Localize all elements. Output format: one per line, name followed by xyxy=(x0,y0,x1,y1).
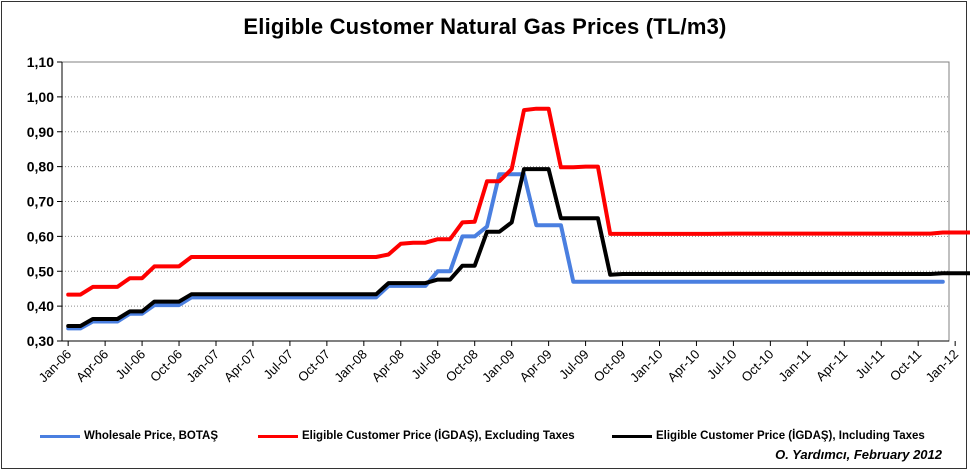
x-tick-label: Jul-06 xyxy=(113,347,149,383)
x-tick-label: Apr-09 xyxy=(517,347,555,385)
x-tick-label: Jul-11 xyxy=(852,347,887,382)
y-tick-label: 1,10 xyxy=(27,54,54,70)
x-tick-label: Jan-06 xyxy=(36,347,75,386)
author-credit: O. Yardımcı, February 2012 xyxy=(775,447,942,462)
x-tick-label: Apr-06 xyxy=(73,347,111,385)
x-tick-label: Jan-08 xyxy=(331,347,370,386)
x-tick-label: Jan-10 xyxy=(627,347,666,386)
x-tick-label: Apr-07 xyxy=(221,347,259,385)
series-lines xyxy=(66,106,970,331)
y-tick-label: 0,30 xyxy=(27,333,54,349)
legend-label-excluding-taxes: Eligible Customer Price (İGDAŞ), Excludi… xyxy=(302,430,575,442)
legend-item-excluding-taxes: Eligible Customer Price (İGDAŞ), Excludi… xyxy=(258,430,575,442)
y-tick-label: 0,80 xyxy=(27,159,54,175)
legend-swatch-including-taxes xyxy=(612,434,652,438)
legend: Wholesale Price, BOTAŞ Eligible Customer… xyxy=(0,430,970,448)
legend-swatch-excluding-taxes xyxy=(258,434,298,438)
x-tick-label: Jan-11 xyxy=(775,347,813,385)
legend-label-wholesale: Wholesale Price, BOTAŞ xyxy=(84,430,218,442)
y-axis-ticks: 0,30 0,40 0,50 0,60 0,70 0,80 0,90 1,00 1,10 xyxy=(27,54,62,349)
series-line-excluding-taxes xyxy=(66,106,970,297)
y-tick-label: 0,60 xyxy=(27,228,54,244)
gridlines xyxy=(62,96,949,307)
legend-label-including-taxes: Eligible Customer Price (İGDAŞ), Includi… xyxy=(656,430,925,442)
x-tick-label: Apr-11 xyxy=(813,347,851,385)
legend-swatch-wholesale xyxy=(40,434,80,438)
x-tick-label: Jul-10 xyxy=(704,347,740,383)
x-tick-label: Oct-11 xyxy=(887,347,925,385)
y-tick-label: 0,90 xyxy=(27,124,54,140)
x-tick-label: Jan-09 xyxy=(479,347,518,386)
x-tick-label: Oct-08 xyxy=(443,347,481,385)
legend-item-wholesale: Wholesale Price, BOTAŞ xyxy=(40,430,218,442)
x-tick-label: Jan-12 xyxy=(923,347,962,386)
y-tick-label: 0,70 xyxy=(27,194,54,210)
x-tick-label: Oct-10 xyxy=(738,347,776,385)
x-tick-label: Oct-07 xyxy=(295,347,333,385)
x-tick-label: Jul-07 xyxy=(260,347,296,383)
x-tick-label: Oct-09 xyxy=(590,347,628,385)
chart-title: Eligible Customer Natural Gas Prices (TL… xyxy=(243,14,727,39)
y-tick-label: 1,00 xyxy=(27,89,54,105)
x-tick-label: Jul-09 xyxy=(556,347,592,383)
x-tick-label: Apr-08 xyxy=(369,347,407,385)
x-tick-label: Oct-06 xyxy=(147,347,185,385)
x-tick-label: Jan-07 xyxy=(183,347,222,386)
line-chart: 0,30 0,40 0,50 0,60 0,70 0,80 0,90 1,00 1,10 Jan… xyxy=(27,54,970,386)
x-tick-label: Jul-08 xyxy=(408,347,444,383)
series-line-including-taxes xyxy=(66,167,970,328)
x-tick-label: Apr-10 xyxy=(664,347,702,385)
y-tick-label: 0,50 xyxy=(27,263,54,279)
series-line-wholesale xyxy=(66,172,945,331)
y-tick-label: 0,40 xyxy=(27,298,54,314)
legend-item-including-taxes: Eligible Customer Price (İGDAŞ), Includi… xyxy=(612,430,925,442)
